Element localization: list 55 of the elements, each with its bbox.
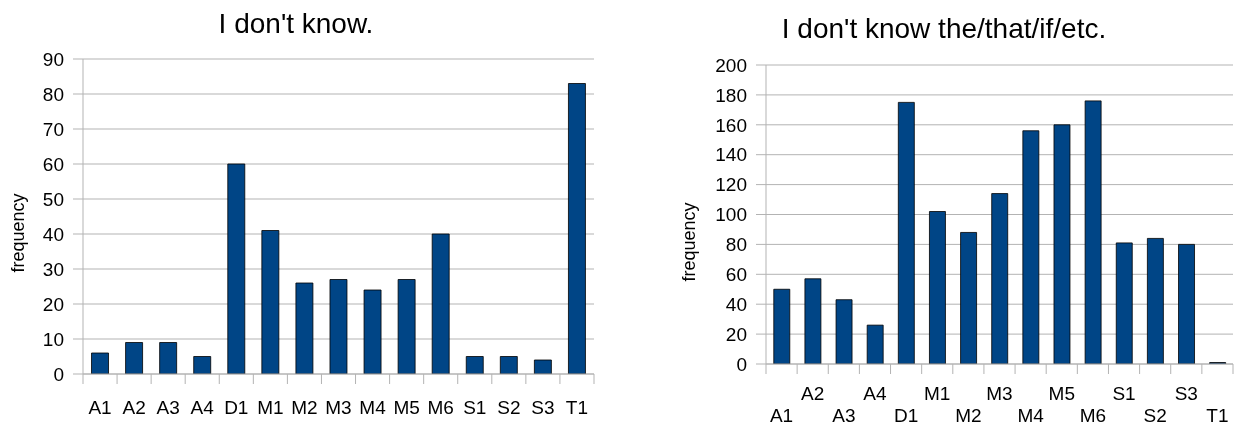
chart-title: I don't know.	[218, 8, 374, 40]
y-tick-label: 80	[42, 83, 64, 105]
x-tick-label: M5	[1048, 383, 1075, 404]
y-tick-label: 20	[42, 293, 64, 315]
y-tick-label: 200	[715, 54, 747, 76]
y-tick-label: 60	[725, 264, 747, 286]
chart-title: I don't know the/that/if/etc.	[781, 13, 1107, 45]
y-axis-title: frequency	[8, 193, 28, 273]
x-tick-label: M4	[1017, 405, 1045, 426]
x-tick-label: M2	[955, 405, 982, 426]
x-tick-label: T1	[1206, 405, 1229, 426]
x-tick-label: A4	[863, 383, 888, 404]
y-tick-label: 90	[42, 48, 64, 70]
y-tick-label: 120	[715, 174, 747, 196]
x-tick-label: A3	[156, 397, 180, 418]
x-tick-label: A4	[190, 397, 215, 418]
x-tick-label: S3	[1174, 383, 1198, 404]
y-tick-label: 60	[42, 153, 64, 175]
y-tick-label: 100	[715, 204, 747, 226]
y-tick-label: 160	[715, 114, 747, 136]
x-tick-label: M3	[325, 397, 352, 418]
y-tick-label: 70	[42, 118, 64, 140]
y-tick-label: 40	[725, 293, 747, 315]
x-tick-label: A1	[88, 397, 112, 418]
x-tick-label: S2	[1143, 405, 1167, 426]
x-tick-label: M2	[291, 397, 318, 418]
x-tick-label: A2	[801, 383, 825, 404]
y-tick-label: 140	[715, 144, 747, 166]
x-tick-label: A2	[122, 397, 146, 418]
y-tick-label: 20	[725, 323, 747, 345]
y-tick-label: 30	[42, 258, 64, 280]
x-tick-label: D1	[224, 397, 249, 418]
x-tick-label: A3	[832, 405, 856, 426]
x-tick-label: M6	[427, 397, 454, 418]
y-tick-label: 0	[736, 353, 747, 375]
x-tick-label: S1	[1112, 383, 1136, 404]
x-tick-label: S1	[463, 397, 487, 418]
y-tick-label: 80	[725, 234, 747, 256]
y-tick-label: 0	[53, 363, 64, 385]
x-tick-label: D1	[893, 405, 919, 426]
y-tick-label: 50	[42, 188, 64, 210]
y-tick-label: 40	[42, 223, 64, 245]
x-tick-label: S3	[531, 397, 555, 418]
x-tick-label: T1	[565, 397, 589, 418]
x-tick-label: M5	[393, 397, 420, 418]
x-tick-label: M3	[986, 383, 1013, 404]
x-tick-label: M6	[1079, 405, 1107, 426]
x-tick-label: M1	[257, 397, 284, 418]
x-tick-label: M4	[359, 397, 387, 418]
y-tick-label: 180	[715, 84, 747, 106]
x-tick-label: M1	[924, 383, 951, 404]
x-tick-label: A1	[769, 405, 794, 426]
y-tick-label: 10	[42, 328, 64, 350]
x-tick-label: S2	[497, 397, 521, 418]
y-axis-title: frequency	[679, 202, 699, 282]
